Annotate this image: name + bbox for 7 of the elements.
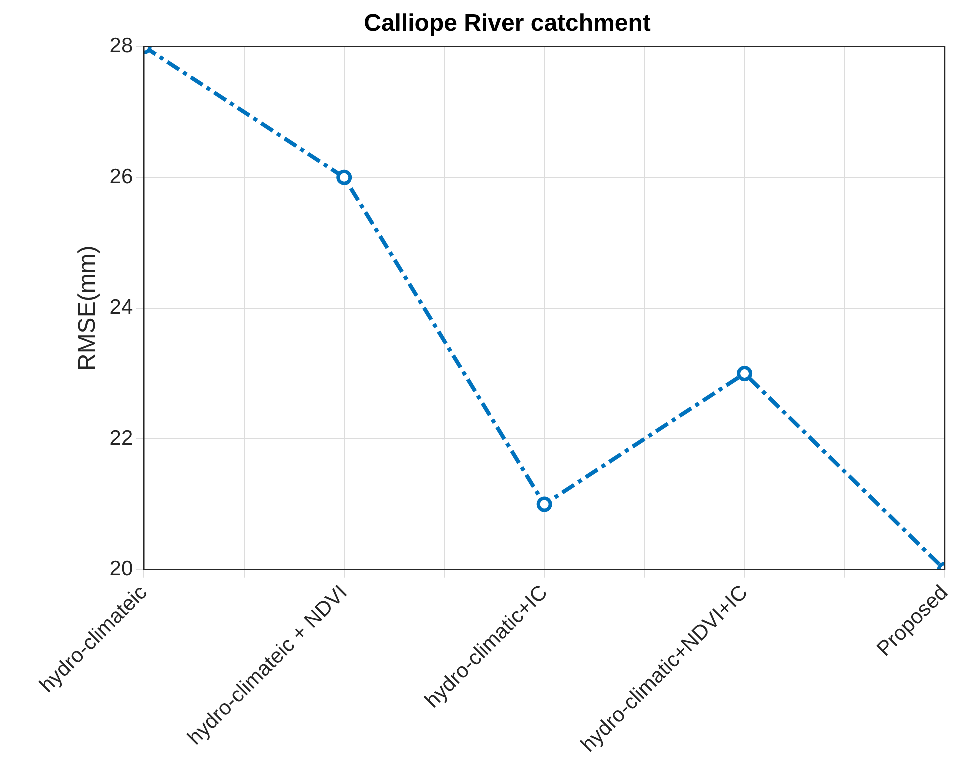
- y-tick-label: 26: [110, 165, 134, 188]
- y-tick-label: 24: [110, 296, 134, 320]
- y-tick-label: 20: [110, 558, 134, 581]
- y-tick-label: 22: [110, 426, 134, 450]
- y-tick-label: 28: [110, 34, 134, 58]
- chart-title: Calliope River catchment: [364, 10, 651, 38]
- y-axis-title: RMSE(mm): [74, 246, 102, 372]
